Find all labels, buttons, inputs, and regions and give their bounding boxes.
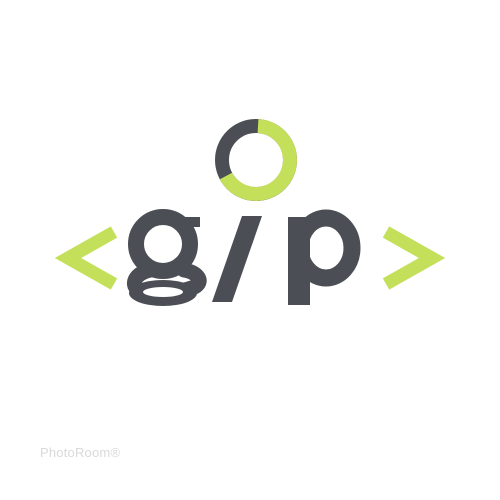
letter-p-icon	[288, 209, 361, 305]
slash-icon	[212, 216, 262, 302]
photoroom-watermark: PhotoRoom®	[40, 445, 121, 460]
ring-icon	[215, 119, 297, 201]
left-angle-bracket-icon	[54, 226, 118, 290]
letter-g-icon	[127, 209, 207, 306]
right-angle-bracket-icon	[382, 226, 446, 290]
